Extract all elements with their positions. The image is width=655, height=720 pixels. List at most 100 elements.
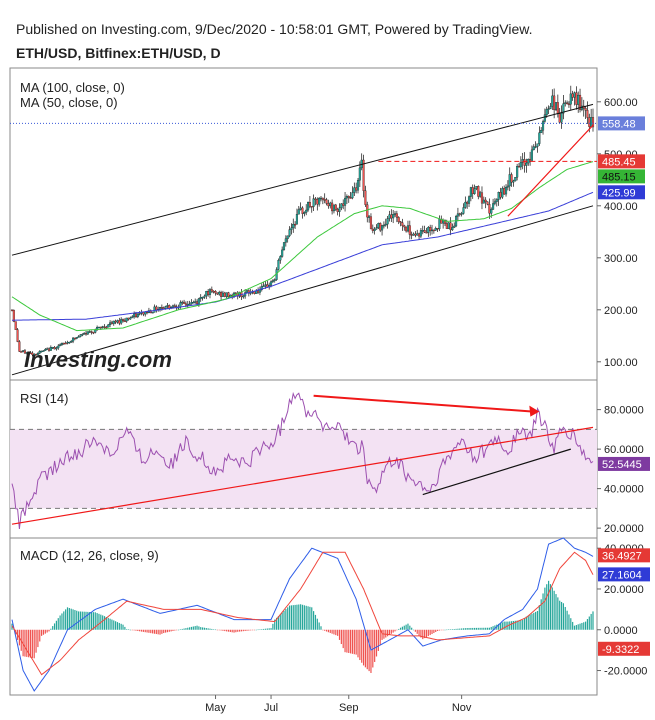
candle-body bbox=[401, 222, 404, 226]
candle-body bbox=[136, 314, 139, 318]
candle-body bbox=[504, 187, 508, 195]
macd-histogram-bar bbox=[144, 629, 146, 633]
macd-histogram-bar bbox=[377, 629, 379, 651]
macd-signal-line bbox=[11, 551, 594, 676]
candle-body bbox=[499, 192, 502, 198]
candle-body bbox=[532, 146, 535, 151]
macd-histogram-bar bbox=[340, 629, 342, 645]
macd-histogram-bar bbox=[527, 615, 529, 630]
macd-histogram-bar bbox=[568, 614, 570, 630]
macd-histogram-bar bbox=[120, 623, 122, 630]
candle-body bbox=[210, 289, 213, 292]
candle-body bbox=[216, 292, 219, 295]
candle-body bbox=[220, 292, 223, 297]
macd-histogram-bar bbox=[296, 604, 298, 630]
candle-body bbox=[195, 301, 199, 304]
macd-histogram-bar bbox=[203, 627, 206, 630]
macd-histogram-bar bbox=[357, 629, 359, 658]
candle-body bbox=[310, 206, 313, 208]
candle-body bbox=[566, 102, 569, 105]
candle-body bbox=[205, 291, 208, 297]
macd-histogram-bar bbox=[150, 629, 152, 634]
macd-histogram-bar bbox=[429, 629, 431, 636]
rsi-tick-label: 20.0000 bbox=[604, 523, 644, 535]
macd-histogram-bar bbox=[581, 622, 583, 630]
candle-body bbox=[371, 228, 374, 231]
macd-histogram-bar bbox=[111, 619, 113, 630]
macd-histogram-bar bbox=[448, 629, 450, 630]
ma100-line bbox=[12, 191, 594, 321]
rsi-value-box bbox=[598, 456, 650, 471]
macd-histogram-bar bbox=[560, 601, 563, 630]
candle-body bbox=[14, 321, 17, 330]
macd-histogram-bar bbox=[553, 590, 555, 630]
macd-histogram-bar bbox=[220, 629, 222, 631]
macd-histogram-bar bbox=[179, 629, 181, 630]
candle-body bbox=[314, 198, 317, 200]
candle-body bbox=[438, 218, 441, 230]
macd-histogram-bar bbox=[562, 603, 564, 630]
macd-histogram-bar bbox=[189, 627, 191, 630]
candle-body bbox=[66, 342, 69, 344]
candle-body bbox=[55, 347, 58, 350]
macd-histogram-bar bbox=[107, 617, 109, 630]
candle-body bbox=[517, 166, 521, 168]
macd-histogram-bar bbox=[181, 628, 183, 630]
macd-histogram-bar bbox=[72, 609, 74, 630]
candle-body bbox=[294, 223, 297, 226]
candle-body bbox=[269, 281, 273, 286]
macd-histogram-bar bbox=[240, 629, 243, 632]
candle-body bbox=[166, 305, 169, 307]
macd-histogram-bar bbox=[55, 620, 58, 630]
investing-logo: Investing.com bbox=[24, 347, 172, 372]
macd-histogram-bar bbox=[374, 629, 376, 662]
macd-histogram-bar bbox=[438, 629, 441, 631]
candle-body bbox=[382, 224, 385, 227]
candle-body bbox=[245, 290, 249, 293]
candle-body bbox=[399, 221, 402, 223]
macd-histogram-bar bbox=[414, 629, 416, 632]
candle-body bbox=[508, 174, 511, 187]
candle-body bbox=[279, 256, 282, 261]
price-tick-label: 200.00 bbox=[604, 305, 638, 317]
candle-body bbox=[527, 158, 530, 164]
macd-histogram-bar bbox=[235, 629, 237, 633]
candle-body bbox=[432, 229, 435, 232]
candle-body bbox=[410, 234, 413, 236]
candle-body bbox=[105, 326, 108, 329]
macd-histogram-bar bbox=[350, 629, 352, 654]
macd-histogram-bar bbox=[451, 629, 453, 630]
candle-body bbox=[414, 233, 417, 236]
macd-value-label: -9.3322 bbox=[602, 644, 639, 656]
macd-histogram-bar bbox=[266, 628, 268, 630]
macd-histogram-bar bbox=[509, 621, 511, 630]
candle-body bbox=[331, 202, 334, 212]
macd-histogram-bar bbox=[26, 629, 28, 657]
macd-histogram-bar bbox=[274, 619, 276, 630]
price-red-trendline bbox=[507, 124, 594, 217]
macd-histogram-bar bbox=[129, 629, 132, 631]
macd-histogram-bar bbox=[102, 615, 104, 630]
candle-body bbox=[114, 320, 117, 323]
candle-body bbox=[516, 166, 519, 178]
rsi-value-label: 52.5445 bbox=[602, 459, 642, 471]
macd-histogram-bar bbox=[533, 612, 535, 630]
macd-histogram-bar bbox=[48, 629, 50, 632]
macd-histogram-bar bbox=[303, 605, 305, 630]
candle-body bbox=[123, 320, 126, 323]
macd-histogram-bar bbox=[140, 629, 143, 632]
candle-body bbox=[260, 286, 263, 290]
macd-histogram-bar bbox=[388, 629, 391, 636]
macd-histogram-bar bbox=[33, 629, 35, 659]
macd-histogram-bar bbox=[579, 623, 581, 630]
candle-body bbox=[423, 230, 426, 233]
candle-body bbox=[418, 233, 421, 237]
candle-body bbox=[295, 214, 298, 225]
macd-histogram-bar bbox=[92, 612, 95, 630]
macd-histogram-bar bbox=[157, 629, 159, 635]
candle-body bbox=[392, 214, 395, 219]
macd-histogram-bar bbox=[275, 617, 278, 630]
candle-body bbox=[549, 106, 552, 109]
macd-histogram-bar bbox=[152, 629, 154, 634]
candle-body bbox=[257, 290, 260, 293]
